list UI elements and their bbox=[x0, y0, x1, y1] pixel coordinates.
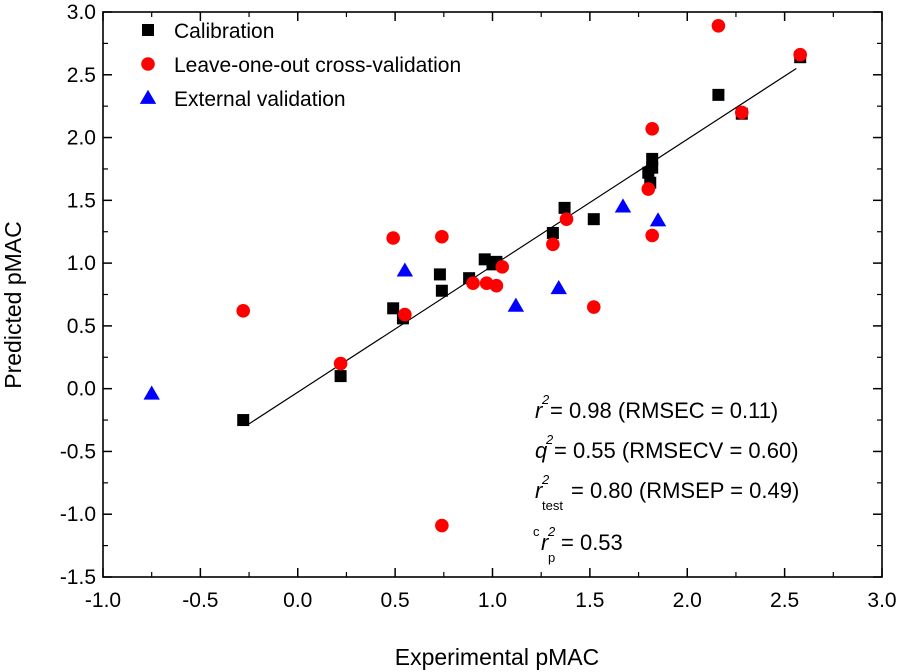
legend-marker-triangle bbox=[139, 89, 157, 104]
regression-line bbox=[248, 67, 797, 425]
circle-point bbox=[586, 300, 601, 314]
square-point bbox=[237, 414, 250, 427]
y-tick-label: -1.0 bbox=[60, 503, 96, 526]
legend-label: Calibration bbox=[174, 20, 274, 43]
legend: Calibration Leave-one-out cross-validatio… bbox=[139, 20, 461, 111]
circle-point bbox=[641, 182, 656, 196]
square-point bbox=[712, 88, 725, 101]
square-point bbox=[646, 152, 659, 165]
legend-marker-circle bbox=[141, 57, 155, 71]
square-point bbox=[558, 201, 571, 214]
annotation-text: = 0.53 bbox=[561, 530, 623, 555]
circle-point bbox=[711, 19, 726, 33]
y-axis-title: Predicted pMAC bbox=[0, 221, 26, 388]
annotation-subscript: p bbox=[548, 550, 555, 565]
y-tick-label: 1.5 bbox=[67, 189, 96, 212]
annotation-superscript: 2 bbox=[541, 472, 550, 487]
triangle-point bbox=[507, 297, 525, 312]
triangle-point bbox=[649, 212, 667, 227]
x-tick-label: 2.0 bbox=[673, 589, 702, 612]
legend-label: Leave-one-out cross-validation bbox=[174, 54, 461, 77]
circle-point bbox=[793, 47, 808, 62]
y-tick-label: 1.0 bbox=[67, 252, 96, 275]
circle-point bbox=[495, 260, 510, 274]
annotation-superscript: 2 bbox=[547, 524, 556, 539]
y-tick-label: 2.0 bbox=[67, 127, 96, 150]
y-tick-label: -1.5 bbox=[60, 566, 96, 589]
x-tick-label: 1.5 bbox=[575, 589, 604, 612]
circle-point bbox=[333, 356, 348, 371]
annotation-variable: r bbox=[535, 398, 544, 423]
square-point bbox=[546, 226, 559, 239]
square-point bbox=[587, 213, 600, 226]
circle-point bbox=[559, 212, 574, 226]
circle-point bbox=[386, 231, 400, 245]
x-tick-label: -0.5 bbox=[182, 589, 218, 612]
annotation-line: q2 = 0.55 (RMSECV = 0.60) bbox=[535, 432, 799, 463]
square-point bbox=[334, 370, 347, 383]
circle-point bbox=[489, 278, 504, 293]
y-tick-label: 2.5 bbox=[67, 64, 96, 87]
square-point bbox=[387, 302, 400, 315]
annotation-variable: r bbox=[535, 478, 544, 503]
triangle-point bbox=[396, 262, 414, 277]
x-tick-label: 0.5 bbox=[381, 589, 410, 612]
annotation-superscript: 2 bbox=[541, 392, 550, 407]
annotation-text: = 0.80 (RMSEP = 0.49) bbox=[571, 478, 799, 503]
circle-point bbox=[435, 518, 449, 533]
x-axis-title: Experimental pMAC bbox=[395, 644, 600, 670]
x-tick-label: 2.5 bbox=[770, 589, 799, 612]
legend-label: External validation bbox=[174, 88, 346, 111]
y-tick-label: 0.0 bbox=[67, 378, 96, 401]
triangle-point bbox=[143, 385, 160, 400]
y-tick-label: 0.5 bbox=[67, 315, 96, 338]
circle-point bbox=[398, 307, 412, 322]
annotation-superscript: 2 bbox=[545, 432, 554, 447]
x-tick-label: -1.0 bbox=[85, 589, 121, 612]
x-tick-label: 3.0 bbox=[867, 589, 896, 612]
annotation-text: = 0.98 (RMSEC = 0.11) bbox=[550, 398, 778, 423]
circle-point bbox=[435, 229, 449, 244]
x-tick-label: 1.0 bbox=[478, 589, 507, 612]
annotation-subscript: test bbox=[542, 498, 563, 513]
annotation-variable: q bbox=[535, 438, 548, 463]
annotation-line: r 2 test = 0.80 (RMSEP = 0.49) bbox=[535, 472, 799, 513]
triangle-point bbox=[614, 198, 632, 213]
annotation-text: = 0.55 (RMSECV = 0.60) bbox=[554, 438, 799, 463]
fit-line-group bbox=[248, 67, 797, 425]
legend-marker-square bbox=[142, 24, 154, 36]
triangle-point bbox=[550, 280, 567, 295]
axis-ticks: -1.0 -0.5 0.0 0.5 1.0 1.5 2.0 2.5 3.0-1.5-1.0-0.… bbox=[60, 1, 897, 612]
circle-point bbox=[645, 121, 659, 136]
annotation-variable: r bbox=[541, 530, 550, 555]
y-tick-label: 3.0 bbox=[67, 1, 96, 24]
annotation-prefix: c bbox=[533, 524, 540, 539]
circle-point bbox=[466, 276, 480, 291]
annotation-line: c r 2 p = 0.53 bbox=[533, 524, 623, 565]
circle-point bbox=[236, 304, 251, 318]
square-point bbox=[435, 284, 448, 297]
circle-point bbox=[734, 105, 749, 120]
y-tick-label: -0.5 bbox=[60, 440, 96, 463]
x-tick-label: 0.0 bbox=[283, 589, 312, 612]
circle-point bbox=[645, 228, 659, 243]
square-point bbox=[433, 268, 446, 281]
circle-point bbox=[546, 237, 560, 252]
data-points bbox=[143, 19, 808, 533]
